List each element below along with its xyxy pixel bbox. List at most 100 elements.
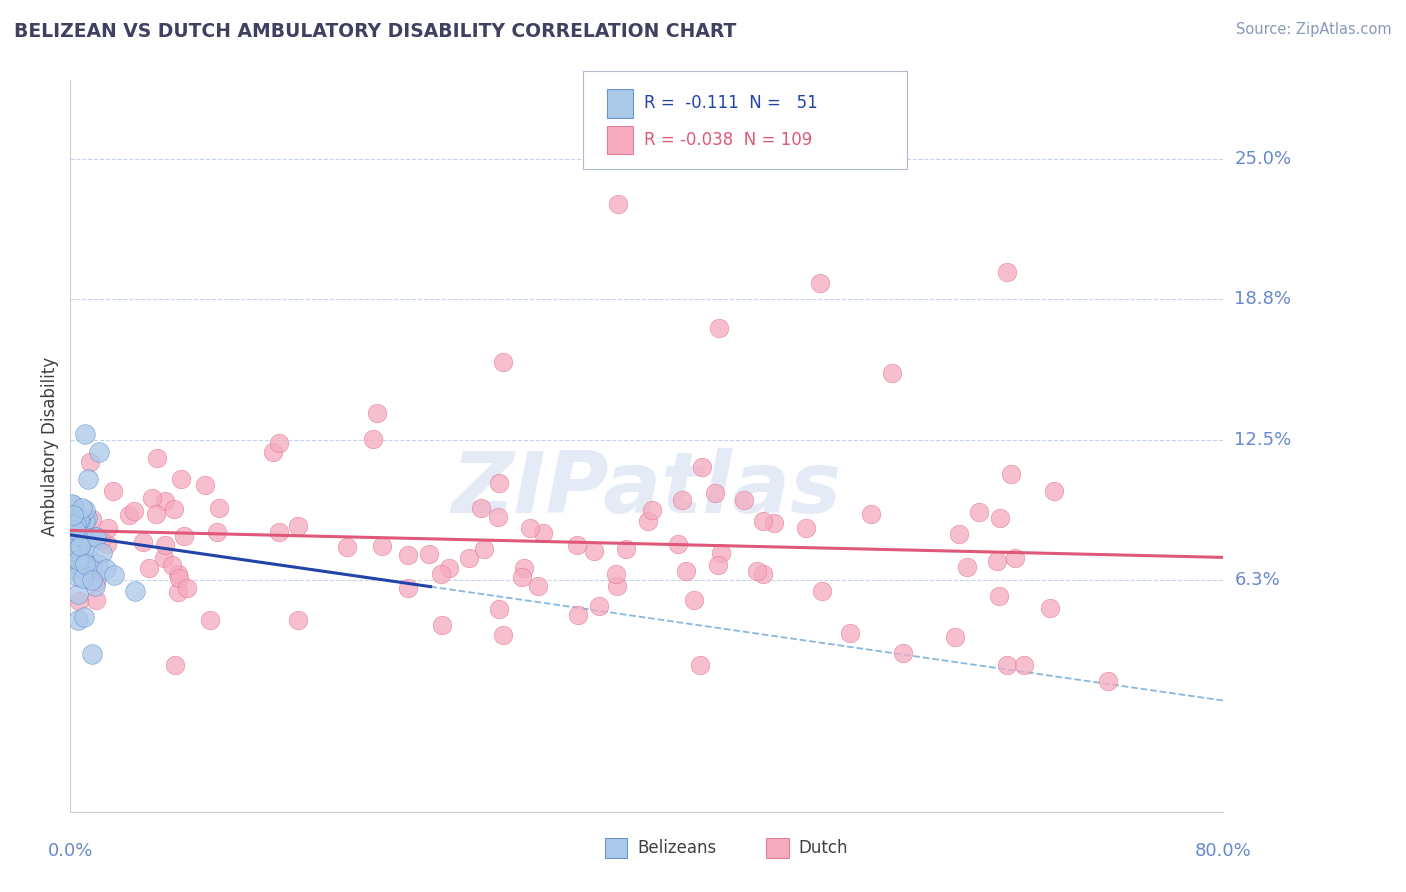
Point xyxy=(66,552,89,566)
Point xyxy=(287,518,309,533)
Y-axis label: Ambulatory Disability: Ambulatory Disability xyxy=(41,357,59,535)
Point xyxy=(891,646,914,660)
Point xyxy=(70,500,93,515)
Point xyxy=(606,579,628,593)
Text: 12.5%: 12.5% xyxy=(1234,432,1292,450)
Point xyxy=(492,354,515,368)
Point xyxy=(418,547,440,561)
Text: Dutch: Dutch xyxy=(799,839,848,857)
Point xyxy=(69,539,91,553)
Point xyxy=(486,509,509,524)
Point xyxy=(79,454,101,468)
Point xyxy=(1039,600,1062,615)
Point xyxy=(103,568,125,582)
Point xyxy=(124,584,146,599)
Point xyxy=(859,507,882,521)
Point xyxy=(65,516,87,531)
Point xyxy=(131,534,153,549)
Point xyxy=(146,451,169,466)
Point xyxy=(200,613,222,627)
Text: 80.0%: 80.0% xyxy=(1195,842,1251,860)
Point xyxy=(396,581,419,595)
Text: R = -0.038  N = 109: R = -0.038 N = 109 xyxy=(644,131,813,149)
Point xyxy=(118,508,141,522)
Point xyxy=(60,517,83,532)
Point xyxy=(62,558,84,572)
Point xyxy=(1012,658,1035,673)
Point xyxy=(492,628,515,642)
Point xyxy=(62,511,84,525)
Point xyxy=(567,608,589,623)
Point xyxy=(439,560,461,574)
Point xyxy=(90,533,112,547)
Point xyxy=(67,594,90,608)
Point xyxy=(76,510,98,524)
Point xyxy=(82,560,104,574)
Point xyxy=(155,538,177,552)
Point xyxy=(995,658,1018,673)
Point xyxy=(1097,674,1119,689)
Point xyxy=(66,587,89,601)
Point xyxy=(84,579,107,593)
Point xyxy=(986,554,1008,568)
Point xyxy=(811,584,834,599)
Point xyxy=(176,581,198,595)
Point xyxy=(472,541,495,556)
Point xyxy=(163,502,186,516)
Point xyxy=(752,567,775,582)
Point xyxy=(145,508,167,522)
Point xyxy=(72,537,94,551)
Point xyxy=(361,432,384,446)
Point xyxy=(76,472,98,486)
Point xyxy=(269,435,291,450)
Point xyxy=(91,546,114,560)
Point xyxy=(641,503,664,517)
Point xyxy=(65,529,87,543)
Point xyxy=(167,571,190,585)
Point xyxy=(60,497,83,511)
Point xyxy=(170,472,193,486)
Point xyxy=(690,459,713,474)
Point xyxy=(588,599,610,613)
Point xyxy=(988,511,1011,525)
Point xyxy=(987,589,1010,603)
Point xyxy=(70,529,93,543)
Point xyxy=(66,551,89,566)
Point xyxy=(1042,483,1064,498)
Point xyxy=(153,551,176,566)
Point xyxy=(637,514,659,528)
Point xyxy=(366,406,388,420)
Point xyxy=(73,426,96,441)
Point xyxy=(72,552,94,566)
Point xyxy=(69,547,91,561)
Point xyxy=(513,561,536,575)
Point xyxy=(707,558,730,573)
Point xyxy=(66,523,89,537)
Point xyxy=(138,560,160,574)
Text: 6.3%: 6.3% xyxy=(1234,571,1279,589)
Text: Belizeans: Belizeans xyxy=(637,839,716,857)
Point xyxy=(336,540,359,554)
Text: 18.8%: 18.8% xyxy=(1234,290,1291,308)
Point xyxy=(60,544,83,558)
Point xyxy=(160,558,183,572)
Point xyxy=(66,530,89,544)
Point xyxy=(488,602,510,616)
Point xyxy=(751,514,773,528)
Point xyxy=(666,537,689,551)
Point xyxy=(97,521,120,535)
Point xyxy=(69,513,91,527)
Point xyxy=(605,567,627,582)
Point xyxy=(205,524,228,539)
Point xyxy=(80,647,103,661)
Point xyxy=(77,558,100,573)
Point xyxy=(710,546,733,560)
Point xyxy=(287,613,309,627)
Point xyxy=(396,548,419,562)
Point xyxy=(194,478,217,492)
Point xyxy=(66,614,89,628)
Point xyxy=(60,548,83,562)
Point xyxy=(63,524,86,538)
Point xyxy=(370,539,392,553)
Point xyxy=(470,501,492,516)
